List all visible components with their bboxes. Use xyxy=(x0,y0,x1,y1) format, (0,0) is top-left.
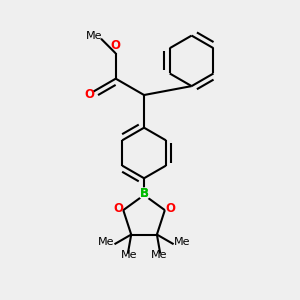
Text: Me: Me xyxy=(174,237,190,247)
Text: O: O xyxy=(111,39,121,52)
Text: Me: Me xyxy=(86,31,103,41)
Text: O: O xyxy=(113,202,123,215)
Text: B: B xyxy=(140,187,148,200)
Text: Me: Me xyxy=(151,250,167,260)
Text: O: O xyxy=(84,88,94,101)
Text: Me: Me xyxy=(121,250,137,260)
Text: Me: Me xyxy=(98,237,114,247)
Text: B: B xyxy=(140,187,148,200)
Text: O: O xyxy=(165,202,175,215)
